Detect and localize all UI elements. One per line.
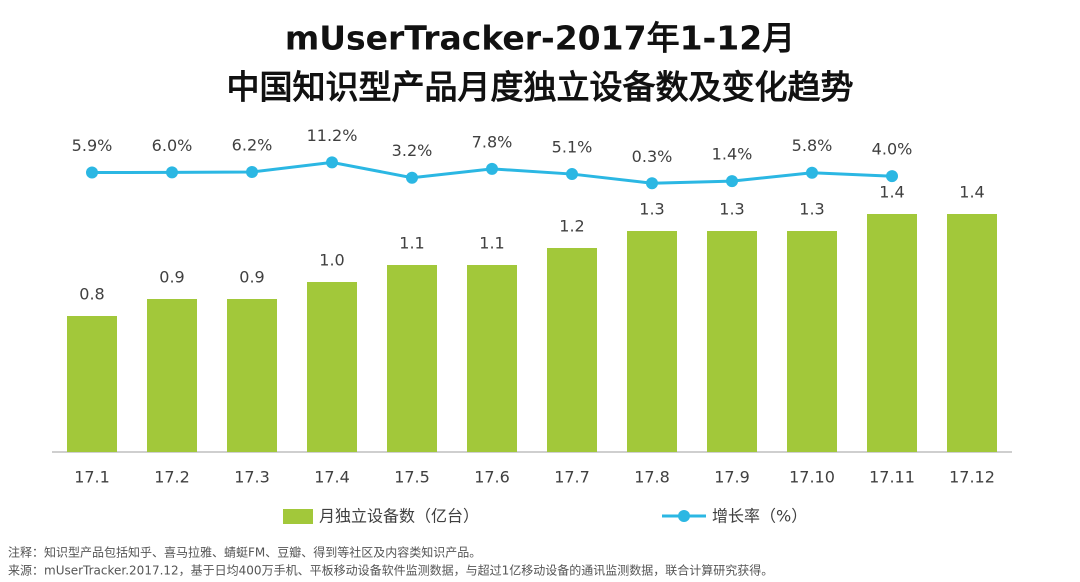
x-tick-label: 17.4 [314, 468, 350, 487]
data-label: 1.4 [879, 183, 904, 202]
data-label: 1.0 [319, 251, 344, 270]
data-label: 5.1% [552, 138, 593, 157]
bar [67, 316, 117, 452]
point [726, 175, 738, 188]
data-label: 1.4 [959, 183, 984, 202]
x-tick-label: 17.7 [554, 468, 590, 487]
chart-title: mUserTracker-2017年1-12月 [285, 19, 795, 58]
data-label: 7.8% [472, 132, 513, 151]
data-label: 4.0% [872, 140, 913, 159]
x-tick-label: 17.5 [394, 468, 430, 487]
x-tick-label: 17.3 [234, 468, 270, 487]
point [566, 168, 578, 181]
note: 来源：mUserTracker.2017.12，基于日均400万手机、平板移动设… [8, 563, 773, 578]
bar [787, 231, 837, 452]
data-label: 1.3 [719, 200, 744, 219]
point [886, 170, 898, 183]
legend-label: 增长率（%） [712, 507, 807, 526]
x-tick-label: 17.10 [789, 468, 835, 487]
data-label: 1.1 [399, 234, 424, 253]
point [166, 166, 178, 179]
x-tick-label: 17.12 [949, 468, 995, 487]
data-label: 1.3 [799, 200, 824, 219]
data-label: 1.2 [559, 217, 584, 236]
bar [707, 231, 757, 452]
data-label: 1.1 [479, 234, 504, 253]
point [646, 177, 658, 190]
x-tick-label: 17.1 [74, 468, 110, 487]
data-label: 0.3% [632, 147, 673, 166]
bar [867, 214, 917, 452]
x-tick-label: 17.2 [154, 468, 190, 487]
x-tick-label: 17.8 [634, 468, 670, 487]
x-tick-label: 17.9 [714, 468, 750, 487]
data-label: 5.9% [72, 136, 113, 155]
bar [947, 214, 997, 452]
data-label: 0.9 [159, 268, 184, 287]
bar [227, 299, 277, 452]
note: 注释：知识型产品包括知乎、喜马拉雅、蜻蜓FM、豆瓣、得到等社区及内容类知识产品。 [8, 545, 481, 560]
data-label: 3.2% [392, 141, 433, 160]
point [86, 166, 98, 179]
point [486, 162, 498, 175]
bar [387, 265, 437, 452]
bar [627, 231, 677, 452]
legend-swatch [678, 510, 690, 522]
bar [547, 248, 597, 452]
bar [147, 299, 197, 452]
data-label: 11.2% [307, 126, 358, 145]
data-label: 6.0% [152, 136, 193, 155]
data-label: 0.9 [239, 268, 264, 287]
chart-subtitle: 中国知识型产品月度独立设备数及变化趋势 [227, 68, 854, 107]
data-label: 0.8 [79, 285, 104, 304]
data-label: 1.3 [639, 200, 664, 219]
bar [307, 282, 357, 452]
data-label: 1.4% [712, 145, 753, 164]
point [326, 156, 338, 169]
data-label: 5.8% [792, 136, 833, 155]
legend-label: 月独立设备数（亿台） [319, 507, 479, 526]
point [406, 171, 418, 184]
point [806, 166, 818, 179]
point [246, 165, 258, 178]
x-tick-label: 17.11 [869, 468, 915, 487]
data-label: 6.2% [232, 135, 273, 154]
x-tick-label: 17.6 [474, 468, 510, 487]
legend-swatch [283, 509, 313, 524]
bar [467, 265, 517, 452]
